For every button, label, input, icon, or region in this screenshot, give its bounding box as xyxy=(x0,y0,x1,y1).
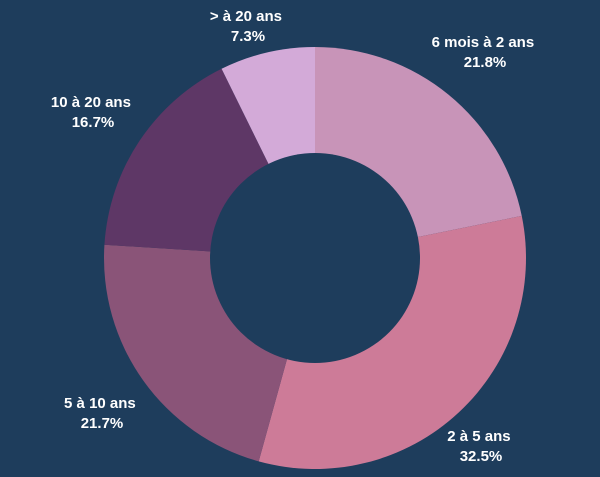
slices-group xyxy=(104,47,526,469)
slice-value-0: 21.8% xyxy=(464,54,507,71)
donut-hole xyxy=(210,153,420,363)
slice-value-1: 32.5% xyxy=(460,448,503,465)
slice-name-2: 5 à 10 ans xyxy=(64,395,136,412)
slice-label-0: 6 mois à 2 ans 21.8% xyxy=(432,34,539,71)
slice-name-1: 2 à 5 ans xyxy=(447,428,510,445)
slice-label-3: 10 à 20 ans 16.7% xyxy=(51,94,135,131)
slice-name-3: 10 à 20 ans xyxy=(51,94,131,111)
slice-label-4: > à 20 ans 7.3% xyxy=(210,8,286,45)
slice-value-3: 16.7% xyxy=(72,114,115,131)
slice-value-4: 7.3% xyxy=(231,28,265,45)
slice-label-1: 2 à 5 ans 32.5% xyxy=(447,428,515,465)
slice-value-2: 21.7% xyxy=(81,415,124,432)
slice-name-4: > à 20 ans xyxy=(210,8,282,25)
slice-name-0: 6 mois à 2 ans xyxy=(432,34,535,51)
slice-label-2: 5 à 10 ans 21.7% xyxy=(64,395,140,432)
